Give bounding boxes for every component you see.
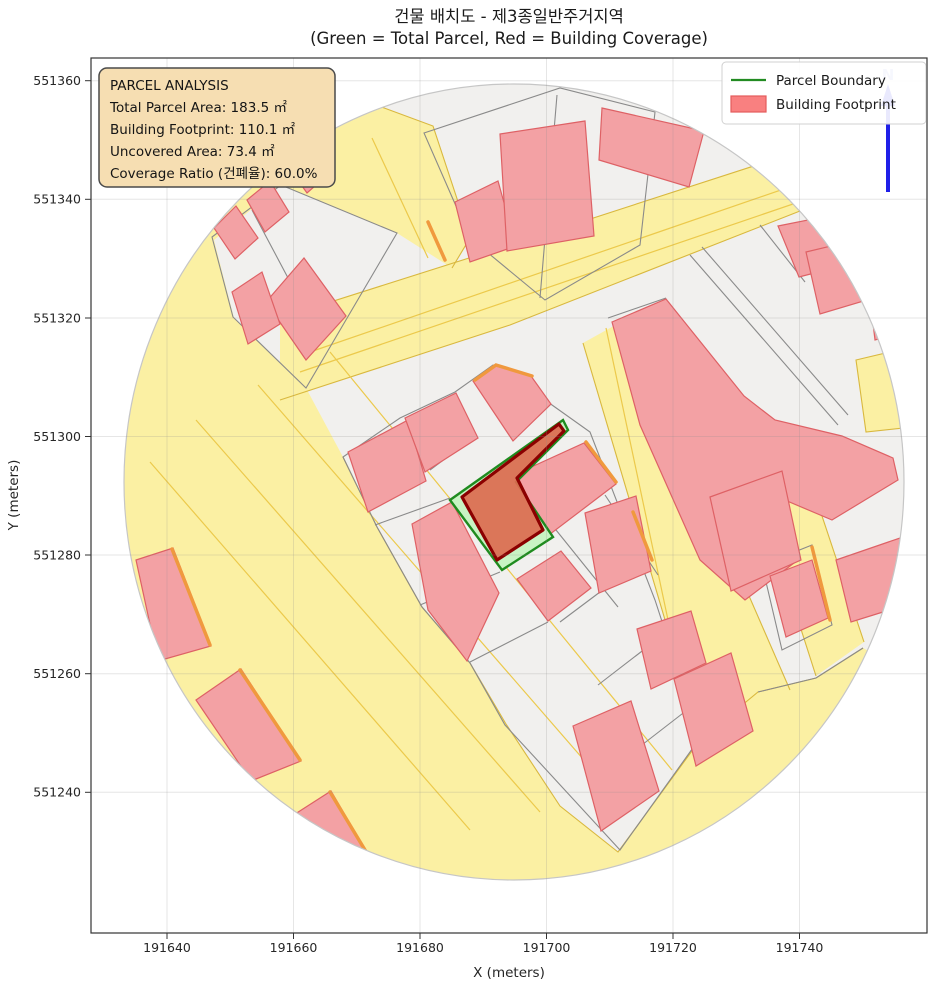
- x-tick: 191680: [396, 940, 444, 955]
- orange-accent-lines: [170, 220, 832, 857]
- plot-title-line2: (Green = Total Parcel, Red = Building Co…: [310, 29, 708, 48]
- x-tick: 191720: [649, 940, 697, 955]
- y-tick: 551300: [33, 429, 81, 444]
- info-line: PARCEL ANALYSIS: [110, 78, 229, 94]
- y-tick: 551240: [33, 785, 81, 800]
- y-tick: 551320: [33, 310, 81, 325]
- info-line: Total Parcel Area: 183.5 ㎡: [109, 100, 287, 116]
- subject-building-footprint: [460, 422, 566, 562]
- legend-red-patch-swatch: [730, 95, 767, 113]
- y-tick-labels: 551360 551340 551320 551300 551280 55126…: [33, 73, 81, 800]
- parcel-analysis-box: PARCEL ANALYSIS Total Parcel Area: 183.5…: [98, 67, 336, 188]
- x-axis-label: X (meters): [473, 965, 545, 981]
- tick-marks: [85, 80, 800, 939]
- legend: Parcel Boundary Building Footprint: [721, 61, 927, 125]
- x-tick: 191740: [776, 940, 824, 955]
- y-tick: 551260: [33, 666, 81, 681]
- legend-label-parcel-boundary: Parcel Boundary: [776, 73, 886, 89]
- grid-lines: [91, 58, 927, 933]
- info-line: Coverage Ratio (건폐율): 60.0%: [110, 166, 318, 182]
- plot-title-line1: 건물 배치도 - 제3종일반주거지역: [394, 7, 624, 26]
- info-line: Uncovered Area: 73.4 ㎡: [110, 144, 275, 160]
- y-tick: 551340: [33, 192, 81, 207]
- y-tick: 551360: [33, 73, 81, 88]
- legend-label-building-footprint: Building Footprint: [776, 97, 896, 113]
- x-tick: 191640: [143, 940, 191, 955]
- info-line: Building Footprint: 110.1 ㎡: [110, 122, 296, 138]
- x-tick: 191660: [270, 940, 318, 955]
- building-polygons: [135, 107, 904, 872]
- x-tick-labels: 191640 191660 191680 191700 191720 19174…: [143, 940, 823, 955]
- axes-spine: [90, 57, 928, 934]
- x-tick: 191700: [523, 940, 571, 955]
- buffer-circle-edge: [123, 83, 905, 881]
- y-axis-label: Y (meters): [6, 460, 22, 532]
- y-tick: 551280: [33, 547, 81, 562]
